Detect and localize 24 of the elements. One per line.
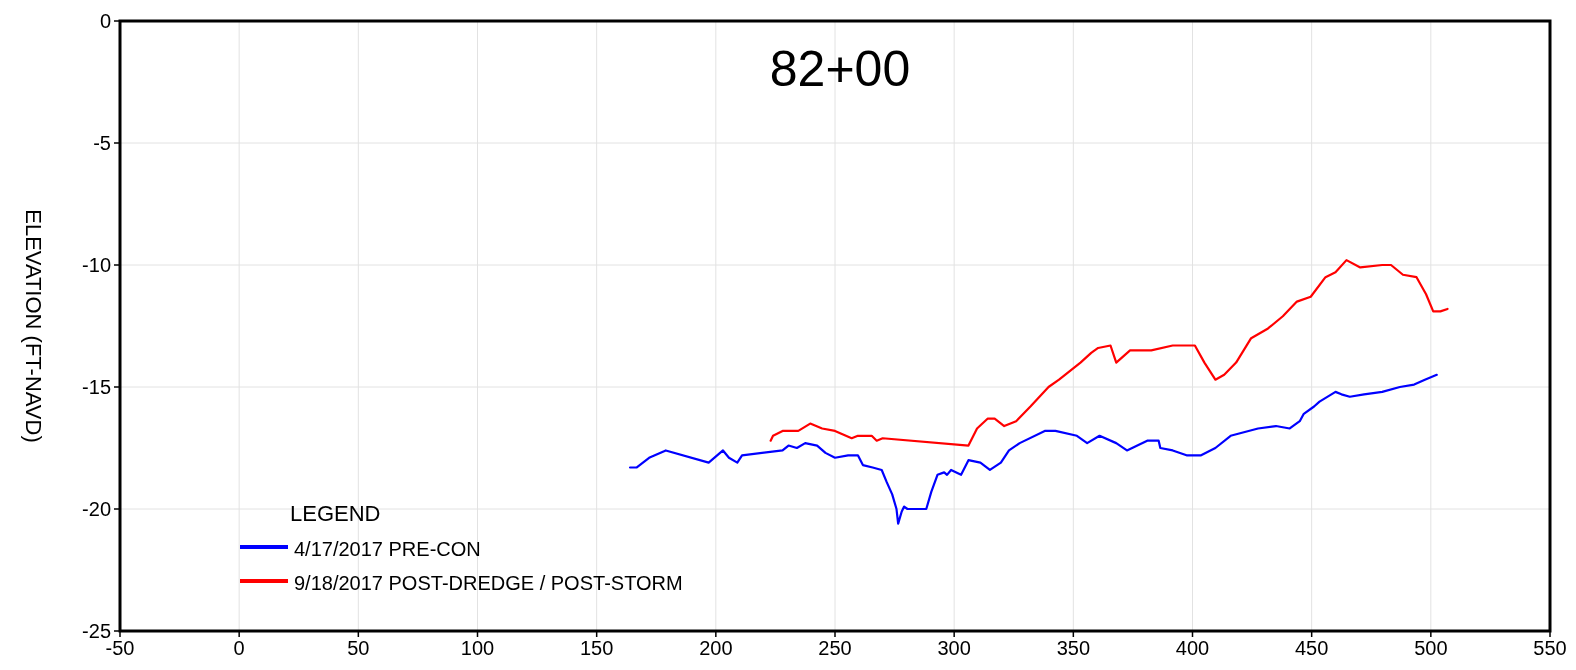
y-tick-label: -5: [93, 132, 111, 154]
y-tick-label: 0: [99, 10, 111, 32]
y-tick-label: -10: [82, 254, 111, 276]
x-tick-label: 0: [233, 637, 245, 659]
x-tick-label: 50: [347, 637, 370, 659]
x-tick-label: 250: [818, 637, 852, 659]
x-tick-label: 300: [937, 637, 971, 659]
x-tick-label: 200: [699, 637, 733, 659]
y-tick-label: -20: [82, 498, 111, 520]
legend-label: 4/17/2017 PRE-CON: [294, 538, 481, 560]
line-series: [628, 373, 1438, 525]
x-tick-label: 550: [1533, 637, 1567, 659]
x-tick-label: 350: [1056, 637, 1091, 659]
x-tick-label: 100: [460, 637, 495, 659]
x-tick-label: 150: [579, 637, 614, 659]
x-tick-label: 400: [1175, 637, 1210, 659]
y-axis-title: ELEVATION (FT-NAVD): [21, 209, 46, 443]
chart-title: 82+00: [769, 41, 911, 97]
legend-label: 9/18/2017 POST-DREDGE / POST-STORM: [294, 572, 683, 594]
y-tick-label: -15: [82, 376, 111, 398]
legend-title: LEGEND: [290, 501, 381, 526]
line-series: [769, 259, 1449, 447]
x-tick-label: 450: [1294, 637, 1329, 659]
x-tick-label: 500: [1414, 637, 1448, 659]
